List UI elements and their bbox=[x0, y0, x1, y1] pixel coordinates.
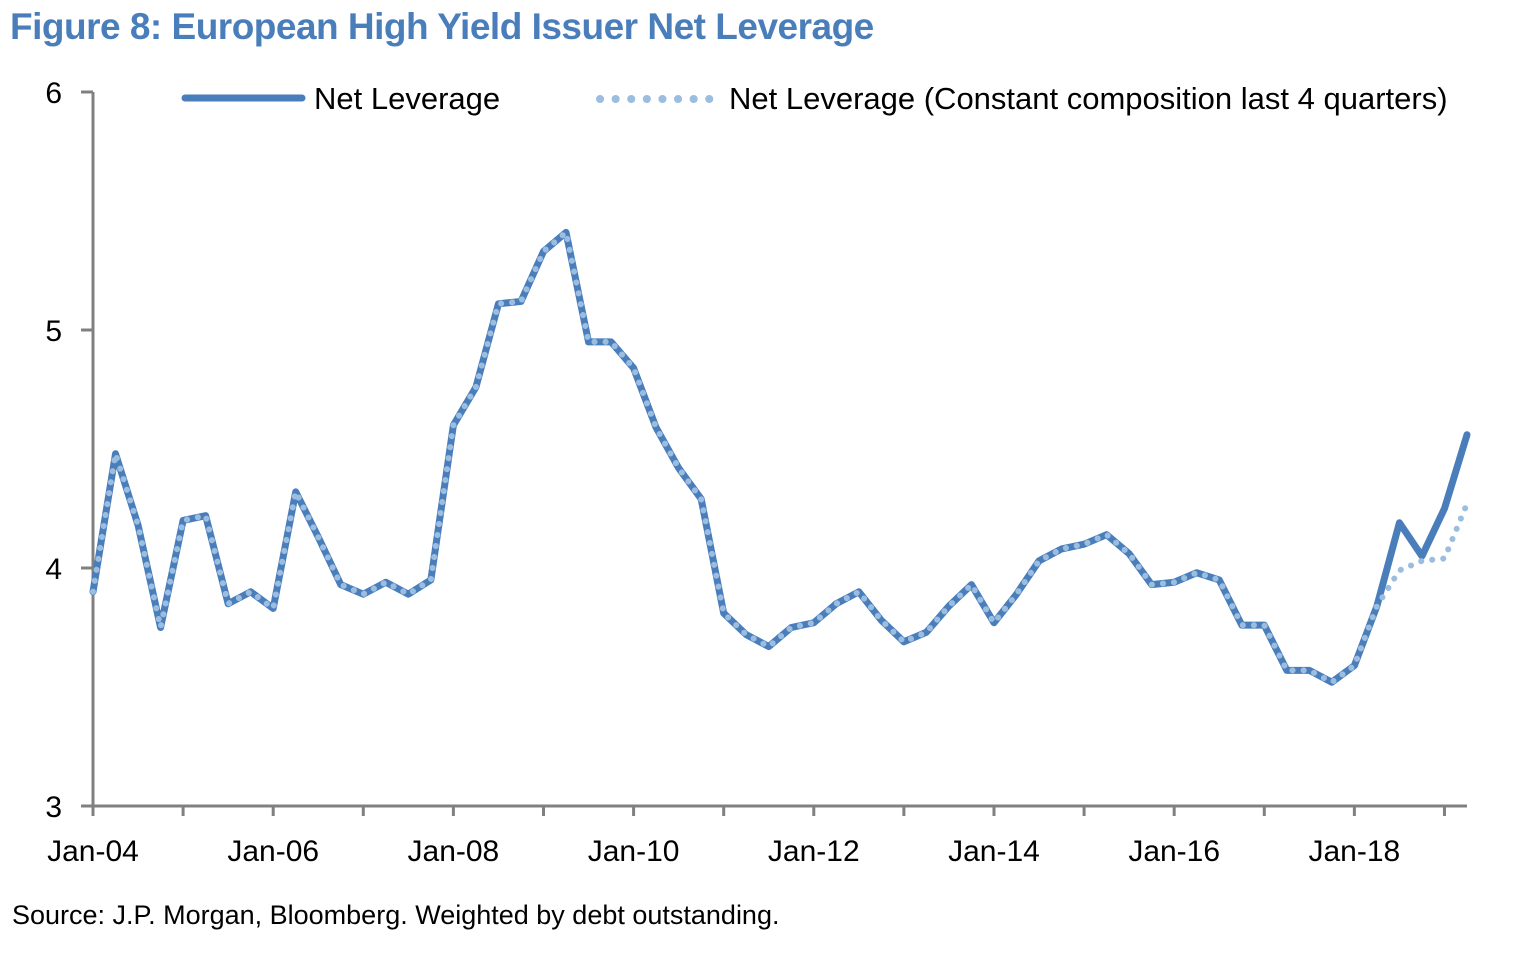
chart-title: Figure 8: European High Yield Issuer Net… bbox=[10, 6, 874, 47]
y-tick-label: 5 bbox=[45, 315, 62, 348]
legend-label-net-leverage-constant-composition: Net Leverage (Constant composition last … bbox=[729, 81, 1448, 116]
x-tick-label: Jan-08 bbox=[408, 835, 500, 868]
series-line-net-leverage-constant-composition bbox=[90, 229, 1470, 686]
legend-label-net-leverage: Net Leverage bbox=[314, 81, 500, 116]
series-line-net-leverage bbox=[89, 228, 1471, 686]
x-tick-label: Jan-16 bbox=[1128, 835, 1220, 868]
x-tick-label: Jan-04 bbox=[47, 835, 139, 868]
y-tick-label: 3 bbox=[45, 791, 62, 824]
y-tick-label: 6 bbox=[45, 77, 62, 110]
axes: 3 4 5 6 Jan-04 Jan-06 Jan-08 Jan-10 Jan-12 Jan-14… bbox=[45, 77, 1467, 868]
series-layer bbox=[89, 228, 1471, 686]
x-tick-label: Jan-10 bbox=[588, 835, 680, 868]
x-tick-label: Jan-06 bbox=[227, 835, 319, 868]
x-tick-label: Jan-12 bbox=[768, 835, 860, 868]
y-tick-label: 4 bbox=[45, 553, 62, 586]
legend: Net Leverage Net Leverage (Constant compo… bbox=[181, 81, 1448, 116]
source-note: Source: J.P. Morgan, Bloomberg. Weighted… bbox=[12, 900, 780, 930]
x-tick-label: Jan-18 bbox=[1309, 835, 1401, 868]
x-tick-label: Jan-14 bbox=[948, 835, 1040, 868]
